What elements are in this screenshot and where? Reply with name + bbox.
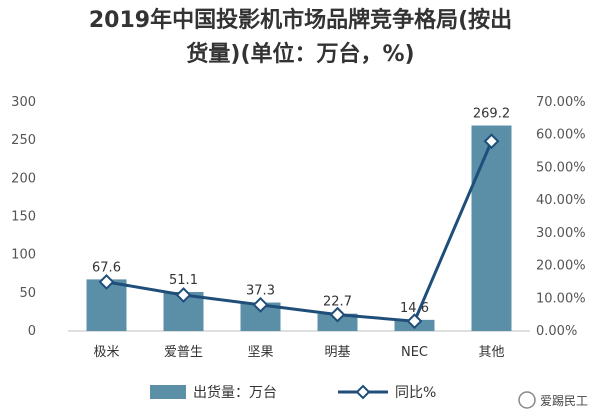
growth-line	[98, 133, 500, 330]
axes: 0 50 100 150 200 250 300 0.00% 10.00% 20.00% 30.00…	[11, 95, 585, 339]
line-point	[329, 306, 346, 323]
y-right-tick-label: 60.00%	[536, 128, 586, 143]
title-line-1: 2019年中国投影机市场品牌竞争格局(按出	[88, 8, 513, 33]
bar-data-label: 51.1	[169, 273, 198, 288]
line-point	[175, 287, 192, 303]
bar-data-label: 37.3	[246, 284, 275, 299]
category-label: 爱普生	[164, 345, 203, 360]
y-left-tick-label: 250	[11, 133, 36, 148]
legend-marker	[355, 384, 371, 400]
legend-label-bar: 出货量：万台	[193, 384, 277, 401]
chart-title: 2019年中国投影机市场品牌竞争格局(按出 货量)(单位：万台，%)	[0, 4, 601, 72]
bar-data-label: 22.7	[323, 295, 352, 310]
bar-data-label: 67.6	[92, 260, 121, 275]
y-right-tick-label: 40.00%	[536, 193, 586, 208]
y-right-tick-label: 30.00%	[536, 226, 586, 241]
bar	[471, 125, 512, 331]
y-right-tick-label: 70.00%	[536, 95, 586, 110]
watermark-icon	[518, 391, 536, 409]
line-point	[98, 274, 115, 290]
y-left-tick-label: 150	[11, 210, 36, 225]
legend-label-line: 同比%	[395, 385, 436, 401]
category-label: 坚果	[247, 345, 273, 360]
line-point	[406, 313, 423, 330]
legend: 出货量：万台 同比%	[150, 384, 436, 401]
line-point	[252, 296, 269, 313]
y-right-tick-label: 0.00%	[536, 324, 577, 339]
category-label: 极米	[93, 345, 119, 360]
y-left-tick-label: 100	[11, 248, 36, 263]
y-left-tick-label: 50	[19, 286, 36, 301]
y-left-tick-label: 0	[28, 324, 36, 339]
watermark-text: 爱踢民工	[540, 394, 588, 408]
y-left-tick-label: 200	[11, 171, 36, 186]
series-line	[106, 140, 493, 323]
category-label: 明基	[324, 345, 350, 360]
category-label: 其他	[478, 345, 504, 360]
y-right-tick-label: 20.00%	[536, 259, 586, 274]
legend-swatch-bar	[150, 385, 186, 399]
y-right-tick-label: 10.00%	[536, 291, 586, 306]
y-right-tick-label: 50.00%	[536, 160, 586, 175]
y-left-tick-label: 300	[11, 95, 36, 110]
title-line-2: 货量)(单位：万台，%)	[186, 42, 415, 67]
line-point	[483, 133, 500, 150]
bar-data-label: 269.2	[473, 107, 510, 122]
watermark: 爱踢民工	[518, 391, 588, 409]
category-label: NEC	[401, 345, 428, 360]
